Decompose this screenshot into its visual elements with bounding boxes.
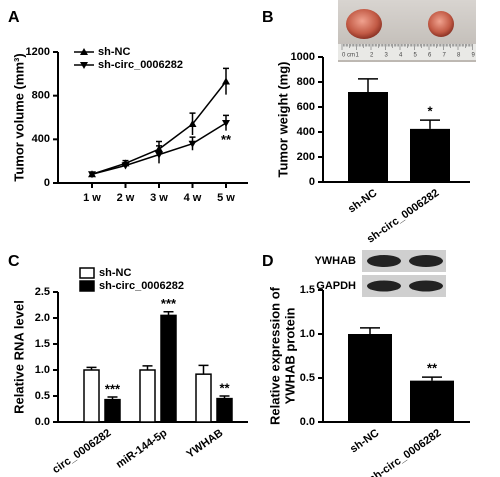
ruler-label: 6	[428, 53, 432, 59]
marker	[222, 119, 230, 127]
annotation: **	[427, 361, 438, 376]
legend-marker	[80, 62, 88, 69]
x-tick-label: 5 w	[217, 192, 235, 204]
panel-letter: C	[8, 253, 20, 270]
y-tick-label: 0.5	[35, 390, 50, 402]
bar	[348, 92, 388, 182]
y-tick-label: 1.0	[35, 364, 50, 376]
marker	[88, 171, 96, 179]
bar	[410, 380, 454, 422]
y-tick-label: 1.5	[300, 284, 315, 296]
legend-swatch	[79, 280, 95, 292]
legend-label: sh-circ_0006282	[99, 280, 184, 292]
y-tick-label: 400	[32, 133, 50, 145]
error-bar	[358, 78, 378, 92]
x-tick-label: miR-144-5p	[114, 427, 170, 471]
y-axis-label: Tumor weight (mg)	[275, 61, 290, 177]
y-tick-label: 0	[309, 176, 315, 188]
y-tick-label: 2.5	[35, 286, 50, 298]
y-tick-label: 1.5	[35, 338, 50, 350]
bar	[348, 334, 392, 422]
y-tick-label: 0	[44, 177, 50, 189]
marker	[188, 120, 197, 128]
y-tick-label: 800	[32, 90, 50, 102]
legend-label: sh-NC	[98, 46, 130, 58]
blot-label: GAPDH	[316, 280, 356, 292]
annotation: ***	[105, 381, 121, 396]
y-tick-label: 0.0	[300, 416, 315, 428]
marker	[222, 77, 230, 85]
marker	[121, 162, 130, 170]
ruler-label: 7	[443, 53, 447, 59]
ruler-label: 4	[399, 53, 403, 59]
tumor-photo	[338, 0, 476, 62]
bar	[195, 373, 212, 423]
error-bar	[360, 327, 380, 334]
y-tick-label: 1200	[26, 46, 50, 58]
ruler-label: 1	[356, 53, 360, 59]
x-tick-label: YWHAB	[184, 427, 225, 461]
bar	[139, 369, 156, 423]
y-axis-label: Tumor volume (mm³)	[11, 53, 26, 181]
western-blot	[362, 250, 446, 297]
bar	[410, 128, 450, 182]
ruler-label: 5	[414, 53, 418, 59]
panel-letter: A	[8, 9, 20, 26]
ruler-label: 3	[385, 53, 389, 59]
bar	[216, 397, 233, 423]
legend-label: sh-NC	[99, 267, 131, 279]
bar	[83, 369, 100, 423]
legend-label: sh-circ_0006282	[98, 59, 183, 71]
marker	[188, 140, 197, 148]
error-bar	[420, 119, 440, 129]
blot-label: YWHAB	[314, 255, 356, 267]
y-axis-label: Relative expression of	[267, 286, 282, 425]
x-tick-label: sh-NC	[348, 427, 381, 455]
annotation: **	[221, 132, 232, 147]
x-tick-label: sh-NC	[346, 187, 379, 215]
ruler-label: 9	[472, 53, 476, 59]
ruler-label: 8	[457, 53, 461, 59]
y-tick-label: 2.0	[35, 312, 50, 324]
error-bar	[198, 364, 209, 375]
x-tick-label: 4 w	[184, 192, 202, 204]
panel-letter: D	[262, 253, 274, 270]
legend-swatch	[79, 267, 95, 279]
ruler-label: 2	[370, 53, 374, 59]
bar	[160, 314, 177, 423]
ruler-label: 0 cm	[342, 53, 355, 59]
annotation: *	[427, 104, 433, 119]
error-bar	[422, 376, 442, 381]
y-tick-label: 400	[297, 126, 315, 138]
legend-marker	[80, 48, 88, 55]
y-tick-label: 200	[297, 151, 315, 163]
y-tick-label: 1000	[291, 51, 315, 63]
annotation: ***	[161, 296, 177, 311]
y-tick-label: 0.0	[35, 416, 50, 428]
x-tick-label: 3 w	[150, 192, 168, 204]
bar	[104, 398, 121, 423]
annotation: **	[219, 380, 230, 395]
y-axis-label: Relative RNA level	[11, 300, 26, 414]
y-tick-label: 600	[297, 101, 315, 113]
y-tick-label: 1.0	[300, 328, 315, 340]
x-tick-label: 2 w	[117, 192, 135, 204]
x-tick-label: 1 w	[83, 192, 101, 204]
x-tick-label: circ_0006282	[50, 427, 113, 476]
y-tick-label: 0.5	[300, 372, 315, 384]
y-axis-label: YWHAB protein	[282, 308, 297, 405]
panel-letter: B	[262, 9, 274, 26]
y-tick-label: 800	[297, 76, 315, 88]
marker	[155, 151, 163, 159]
